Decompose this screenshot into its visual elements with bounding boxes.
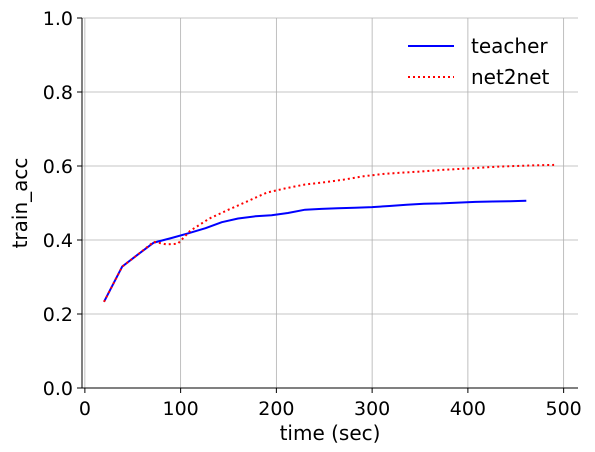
x-tick-label-0: 0 (79, 398, 91, 420)
y-tick-label-0: 0.0 (43, 378, 73, 400)
plot-area (82, 18, 578, 388)
legend-net2net-label: net2net (471, 65, 550, 89)
y-axis-label: train_acc (8, 158, 32, 249)
y-tick-label-2: 0.4 (43, 230, 73, 252)
ticks: 0 100 200 300 400 500 0.0 0.2 0.4 0.6 0.8 1.0 (43, 8, 582, 420)
legend-teacher-label: teacher (471, 34, 548, 58)
y-tick-label-1: 0.2 (43, 304, 73, 326)
x-axis-label: time (sec) (280, 421, 381, 445)
x-tick-label-4: 400 (450, 398, 486, 420)
y-tick-label-5: 1.0 (43, 8, 73, 30)
x-tick-label-1: 100 (162, 398, 198, 420)
series-group (103, 163, 555, 303)
legend: teacher net2net (408, 34, 550, 89)
series-line-teacher (103, 199, 527, 303)
x-tick-label-2: 200 (258, 398, 294, 420)
y-tick-label-4: 0.8 (43, 82, 73, 104)
x-tick-label-3: 300 (354, 398, 390, 420)
y-tick-label-3: 0.6 (43, 156, 73, 178)
series-line-net2net (103, 163, 555, 303)
x-tick-label-5: 500 (546, 398, 582, 420)
